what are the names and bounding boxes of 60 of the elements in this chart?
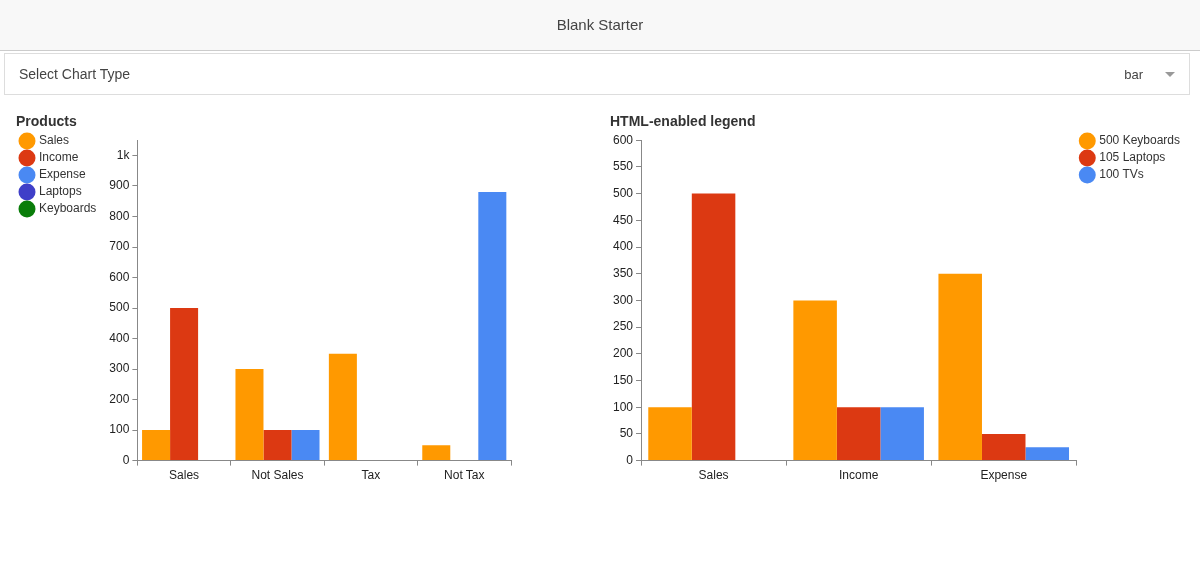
y-tick-label: 700	[109, 239, 130, 254]
x-tick-label: Tax	[361, 468, 381, 483]
y-tick-label: 200	[109, 391, 130, 406]
y-tick-label: 400	[109, 330, 130, 345]
y-tick-label: 900	[109, 178, 130, 193]
legend-label: Keyboards	[39, 201, 97, 216]
bar	[263, 430, 292, 461]
y-tick-label: 800	[109, 208, 130, 223]
legend-label: Sales	[39, 133, 70, 148]
x-tick-label: Expense	[980, 468, 1028, 483]
x-tick-label: Income	[838, 468, 879, 483]
legend-label: Income	[39, 150, 79, 165]
y-tick-label: 1k	[116, 147, 131, 162]
y-tick-label: 600	[109, 269, 130, 284]
y-tick-label: 600	[612, 132, 634, 147]
y-tick-label: 50	[619, 426, 634, 441]
bar	[328, 353, 357, 461]
y-tick-label: 150	[612, 372, 634, 387]
y-tick-label: 300	[612, 292, 634, 307]
text: Select Chart Type	[19, 66, 131, 82]
bar	[836, 407, 881, 461]
y-tick-label: 0	[122, 452, 130, 467]
bar	[938, 273, 982, 461]
bar	[235, 369, 264, 461]
y-tick-label: 100	[109, 422, 130, 437]
y-tick-label: 450	[612, 212, 634, 227]
chart-title: HTML-enabled legend	[610, 112, 757, 130]
y-tick-label: 400	[612, 239, 634, 254]
legend-label: Laptops	[39, 184, 82, 199]
bar	[648, 407, 692, 461]
x-tick-label: Not Tax	[444, 468, 485, 483]
bar	[142, 430, 171, 461]
legend-label: 100 TVs	[1099, 167, 1144, 182]
y-tick-label: 300	[109, 361, 130, 376]
text: Blank Starter	[0, 0, 1200, 50]
bar	[691, 193, 736, 461]
y-tick-label: 100	[612, 399, 634, 414]
bar	[793, 300, 837, 461]
bar	[422, 445, 451, 461]
x-tick-label: Not Sales	[251, 468, 304, 483]
bar	[291, 430, 320, 461]
bar	[981, 433, 1026, 461]
legend-label: 105 Laptops	[1099, 150, 1166, 165]
legend-label: 500 Keyboards	[1099, 133, 1181, 148]
y-tick-label: 250	[612, 319, 634, 334]
y-tick-label: 350	[612, 266, 634, 281]
bar	[478, 192, 507, 461]
x-tick-label: Sales	[169, 468, 200, 483]
bar	[880, 407, 924, 461]
y-tick-label: 500	[109, 300, 130, 315]
y-tick-label: 550	[612, 159, 634, 174]
y-tick-label: 0	[626, 452, 634, 467]
bar	[1025, 447, 1070, 461]
y-tick-label: 500	[612, 185, 634, 200]
bar	[170, 308, 199, 461]
x-tick-label: Sales	[698, 468, 729, 483]
chart-title: Products	[16, 112, 78, 130]
y-tick-label: 200	[612, 346, 634, 361]
text: bar	[1124, 67, 1143, 82]
legend-label: Expense	[39, 167, 87, 182]
